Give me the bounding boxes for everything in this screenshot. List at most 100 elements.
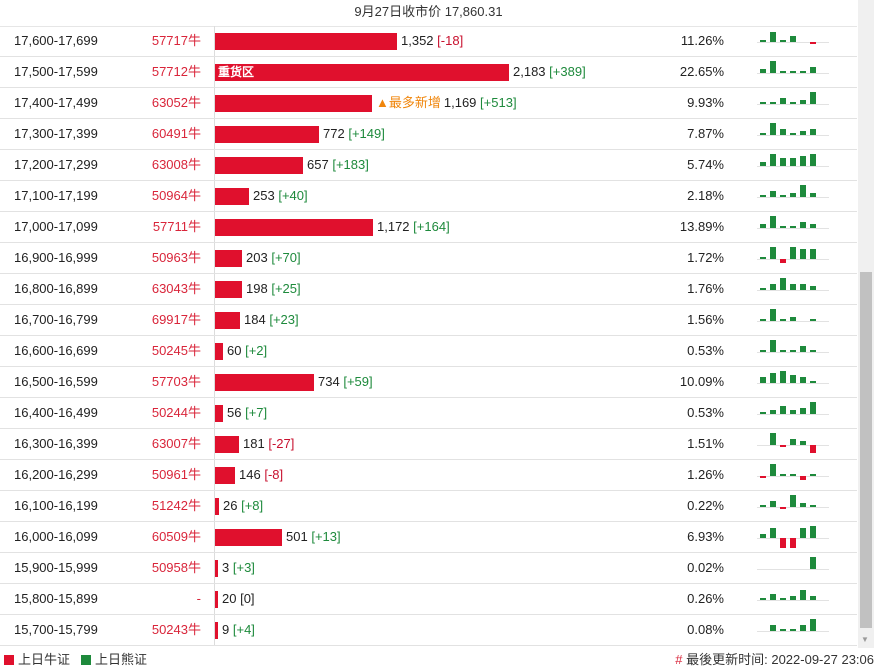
sparkline-bar-bear (780, 71, 786, 73)
cbbc-code-link[interactable]: 57712牛 (151, 64, 201, 79)
outstanding-bar (215, 188, 249, 205)
price-range: 17,600-17,699 (14, 33, 98, 48)
outstanding-bar (215, 467, 235, 484)
cbbc-code-link[interactable]: 50963牛 (151, 250, 201, 265)
vertical-scrollbar[interactable]: ▼ (858, 0, 874, 648)
cbbc-code-link[interactable]: 60491牛 (151, 126, 201, 141)
table-row: 16,000-16,099 60509牛 501 [+13] 6.93% (0, 522, 857, 553)
value-text: 501 (286, 529, 308, 544)
outstanding-bar (215, 95, 372, 112)
sparkline-bar-bear (800, 71, 806, 73)
scroll-down-arrow-icon[interactable]: ▼ (861, 635, 869, 644)
history-sparkline (757, 371, 829, 394)
cbbc-code-link[interactable]: - (196, 591, 201, 606)
percentage: 6.93% (687, 529, 724, 544)
cbbc-code-link[interactable]: 63007牛 (151, 436, 201, 451)
percentage: 10.09% (679, 374, 724, 389)
history-sparkline (757, 433, 829, 456)
sparkline-bar-bear (780, 319, 786, 321)
cbbc-code-link[interactable]: 50958牛 (151, 560, 201, 575)
outstanding-bar (215, 126, 319, 143)
legend-bear-label: 上日熊证 (95, 652, 148, 667)
sparkline-bar-bull (780, 445, 786, 447)
outstanding-bar (215, 312, 240, 329)
cbbc-code-link[interactable]: 60509牛 (151, 529, 201, 544)
cbbc-code-link[interactable]: 63052牛 (151, 95, 201, 110)
change-text: [-18] (437, 33, 464, 48)
sparkline-bar-bear (760, 195, 766, 197)
column-divider (214, 150, 215, 180)
cbbc-code-link[interactable]: 57717牛 (151, 33, 201, 48)
change-text: [+4] (232, 622, 255, 637)
change-text: [+8] (241, 498, 264, 513)
column-divider (214, 553, 215, 583)
sparkline-baseline (757, 507, 829, 508)
cbbc-code-link[interactable]: 63008牛 (151, 157, 201, 172)
percentage: 7.87% (687, 126, 724, 141)
value-text: 1,172 (377, 219, 410, 234)
sparkline-bar-bear (780, 158, 786, 166)
history-sparkline (757, 123, 829, 146)
cbbc-code-link[interactable]: 69917牛 (151, 312, 201, 327)
sparkline-bar-bear (770, 247, 776, 259)
scrollbar-thumb[interactable] (860, 272, 872, 628)
sparkline-bar-bear (800, 249, 806, 259)
sparkline-bar-bear (810, 92, 816, 104)
sparkline-bar-bear (760, 224, 766, 228)
sparkline-bar-bear (760, 412, 766, 414)
sparkline-bar-bear (810, 619, 816, 631)
update-hash-icon: # (675, 652, 683, 667)
sparkline-bar-bear (800, 441, 806, 445)
sparkline-bar-bear (810, 596, 816, 600)
cbbc-code-link[interactable]: 50961牛 (151, 467, 201, 482)
sparkline-bar-bear (800, 185, 806, 197)
outstanding-value: 772 [+149] (323, 119, 385, 149)
cbbc-code-link[interactable]: 57703牛 (151, 374, 201, 389)
column-divider (214, 429, 215, 459)
sparkline-bar-bear (760, 598, 766, 600)
sparkline-bar-bear (800, 528, 806, 538)
sparkline-bar-bear (790, 284, 796, 290)
table-row: 17,400-17,499 63052牛 ▲最多新增 1,169 [+513] 9.93… (0, 88, 857, 119)
sparkline-bar-bear (810, 557, 816, 569)
outstanding-value: 734 [+59] (318, 367, 373, 397)
cbbc-code-link[interactable]: 50964牛 (151, 188, 201, 203)
sparkline-bar-bear (810, 129, 816, 135)
price-range: 16,900-16,999 (14, 250, 98, 265)
cbbc-code-link[interactable]: 50244牛 (151, 405, 201, 420)
cbbc-code-link[interactable]: 50243牛 (151, 622, 201, 637)
price-range: 17,000-17,099 (14, 219, 98, 234)
most-added-badge: ▲最多新增 (376, 95, 441, 110)
outstanding-bar (215, 281, 242, 298)
sparkline-baseline (757, 104, 829, 105)
outstanding-bar (215, 591, 218, 608)
percentage: 1.26% (687, 467, 724, 482)
table-row: 17,000-17,099 57711牛 1,172 [+164] 13.89% (0, 212, 857, 243)
cbbc-code-link[interactable]: 50245牛 (151, 343, 201, 358)
legend-bull: 上日牛证 (4, 653, 70, 667)
cbbc-code-link[interactable]: 51242牛 (151, 498, 201, 513)
sparkline-bar-bear (790, 71, 796, 73)
column-divider (214, 305, 215, 335)
sparkline-bar-bear (810, 505, 816, 507)
price-range: 16,800-16,899 (14, 281, 98, 296)
sparkline-baseline (757, 197, 829, 198)
price-range: 16,300-16,399 (14, 436, 98, 451)
sparkline-bar-bull (780, 538, 786, 548)
price-range: 16,100-16,199 (14, 498, 98, 513)
outstanding-bar (215, 157, 303, 174)
cbbc-code-link[interactable]: 57711牛 (152, 219, 201, 234)
table-row: 17,600-17,699 57717牛 1,352 [-18] 11.26% (0, 26, 857, 57)
sparkline-baseline (757, 600, 829, 601)
value-text: 9 (222, 622, 230, 637)
value-text: 657 (307, 157, 329, 172)
value-text: 1,169 (443, 95, 477, 110)
column-divider (214, 119, 215, 149)
change-text: [+389] (549, 64, 586, 79)
price-range: 16,500-16,599 (14, 374, 98, 389)
sparkline-bar-bear (760, 102, 766, 104)
change-text: [-27] (268, 436, 295, 451)
value-text: 184 (244, 312, 266, 327)
price-range: 16,700-16,799 (14, 312, 98, 327)
cbbc-code-link[interactable]: 63043牛 (151, 281, 201, 296)
